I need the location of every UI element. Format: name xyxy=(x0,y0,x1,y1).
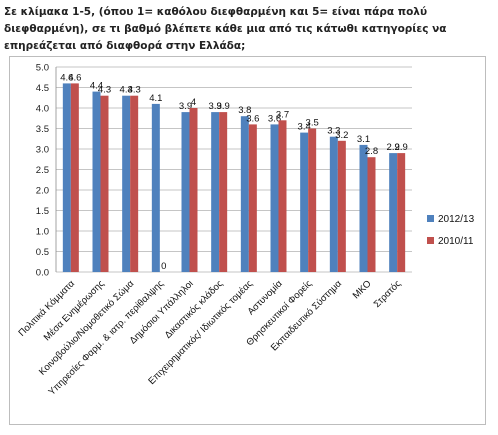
y-tick-label: 4.0 xyxy=(36,104,49,115)
bar-2010/11 xyxy=(397,153,406,272)
bar-2010/11 xyxy=(70,83,79,273)
data-label: 3.7 xyxy=(276,109,289,120)
data-label: 3.6 xyxy=(268,113,281,124)
data-label: 4.6 xyxy=(60,72,73,83)
data-label: 3.5 xyxy=(306,118,319,129)
y-tick-label: 1.5 xyxy=(36,206,49,217)
legend-label: 2010/11 xyxy=(438,236,474,247)
data-label: 4 xyxy=(191,97,196,108)
data-label: 3.9 xyxy=(179,101,192,112)
legend-swatch xyxy=(427,237,434,244)
data-label: 4.3 xyxy=(98,85,111,96)
y-tick-label: 0.0 xyxy=(36,268,49,279)
bar-2010/11 xyxy=(248,124,257,273)
data-label: 3.1 xyxy=(357,134,370,145)
y-tick-label: 3.0 xyxy=(36,145,49,156)
data-label: 3.3 xyxy=(327,126,340,137)
bar-2012/13 xyxy=(329,136,338,272)
bar-2012/13 xyxy=(240,116,249,272)
bar-2012/13 xyxy=(151,103,160,273)
y-tick-label: 2.5 xyxy=(36,165,49,176)
legend-label: 2012/13 xyxy=(438,214,475,225)
bar-2012/13 xyxy=(300,132,309,272)
data-label: 4.3 xyxy=(128,85,141,96)
bar-2012/13 xyxy=(62,83,71,273)
bar-2010/11 xyxy=(219,112,228,272)
data-label: 4.6 xyxy=(68,72,81,83)
data-label: 4.1 xyxy=(149,93,162,104)
chart-area: 0.0 0.5 1.0 1.5 2.0 2.5 3.0 3.5 4.0 4.5 5.0 4.6 4.6 Π… xyxy=(9,56,486,425)
y-tick-label: 5.0 xyxy=(36,63,49,74)
y-tick-label: 1.0 xyxy=(36,227,49,238)
x-tick-label: Στρατός xyxy=(372,278,404,310)
data-label: 4.4 xyxy=(90,81,103,92)
y-tick-label: 0.5 xyxy=(36,247,49,258)
data-label: 4.3 xyxy=(120,85,133,96)
data-label: 0 xyxy=(161,261,166,272)
bar-2010/11 xyxy=(308,128,317,272)
chart-title: Σε κλίμακα 1-5, (όπου 1= καθόλου διεφθαρ… xyxy=(4,6,447,52)
y-tick-label: 2.0 xyxy=(36,186,49,197)
data-label: 3.6 xyxy=(246,113,259,124)
bar-2012/13 xyxy=(359,144,368,272)
bar-2010/11 xyxy=(189,108,198,272)
data-label: 2.8 xyxy=(365,146,378,157)
data-label: 3.2 xyxy=(335,130,348,141)
data-label: 3.4 xyxy=(298,122,311,133)
data-label: 3.8 xyxy=(238,105,251,116)
bar-2012/13 xyxy=(92,91,101,272)
bar-2010/11 xyxy=(367,157,376,272)
bar-2012/13 xyxy=(181,112,190,272)
data-label: 3.9 xyxy=(209,101,222,112)
bar-2012/13 xyxy=(389,153,398,272)
bar-2010/11 xyxy=(130,95,139,272)
bar-2012/13 xyxy=(270,124,279,273)
bar-2012/13 xyxy=(122,95,131,272)
y-tick-label: 4.5 xyxy=(36,83,49,94)
y-tick-label: 3.5 xyxy=(36,124,49,135)
bar-2012/13 xyxy=(211,112,220,272)
bar-2010/11 xyxy=(278,120,287,272)
bar-2010/11 xyxy=(100,95,109,272)
bar-chart: 0.00.51.01.52.02.53.03.54.04.55.04.64.6Π… xyxy=(16,63,475,398)
bar-2010/11 xyxy=(337,140,346,272)
data-label: 3.9 xyxy=(217,101,230,112)
x-tick-label: ΜΚΟ xyxy=(351,278,374,301)
legend-swatch xyxy=(427,215,434,222)
data-label: 2.9 xyxy=(395,142,408,153)
data-label: 2.9 xyxy=(387,142,400,153)
